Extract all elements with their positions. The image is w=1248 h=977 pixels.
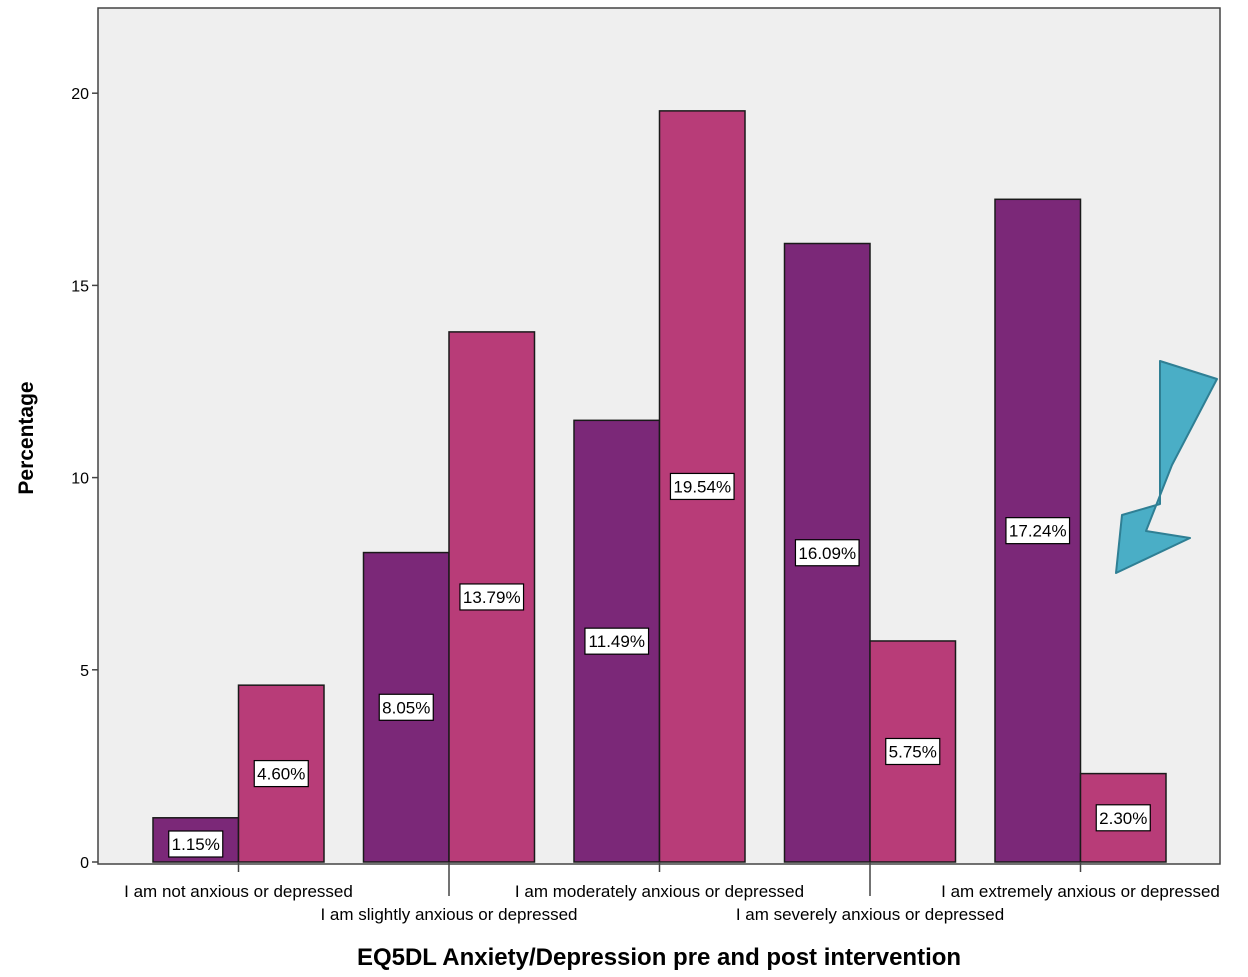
y-tick-label: 20 — [71, 86, 89, 103]
x-category-label: I am severely anxious or depressed — [736, 905, 1004, 924]
x-category-label: I am slightly anxious or depressed — [320, 905, 577, 924]
data-label-box — [1005, 517, 1071, 545]
data-label-text: 1.15% — [172, 835, 220, 854]
data-labels: 1.15% 4.60% 8.05% 13.79% 11.49% 19.54% 16.09% 5… — [168, 472, 1151, 858]
data-label-box — [669, 472, 735, 501]
data-label: 2.30% — [1095, 804, 1151, 832]
data-label: 13.79% — [459, 583, 525, 611]
x-category-label: I am extremely anxious or depressed — [941, 882, 1220, 901]
x-axis: I am not anxious or depressed I am slight… — [124, 862, 1220, 924]
y-tick-label: 5 — [80, 663, 89, 680]
data-label-box — [459, 583, 525, 611]
data-label-text: 19.54% — [673, 477, 731, 496]
y-tick-label: 10 — [71, 471, 89, 488]
y-axis-title: Percentage — [15, 381, 38, 494]
data-label-box — [584, 627, 650, 655]
x-axis-title: EQ5DL Anxiety/Depression pre and post in… — [357, 944, 961, 971]
data-label-text: 8.05% — [382, 698, 430, 717]
data-label-box — [168, 830, 224, 858]
x-category-label: I am not anxious or depressed — [124, 882, 353, 901]
data-label-box — [253, 759, 309, 788]
data-label-text: 11.49% — [589, 632, 645, 651]
data-label: 17.24% — [1005, 517, 1071, 545]
data-label-box — [794, 539, 860, 567]
data-label-text: 13.79% — [463, 588, 521, 607]
data-label: 19.54% — [669, 472, 735, 501]
data-label-box — [378, 693, 434, 721]
data-label: 11.49% — [584, 627, 650, 655]
data-label-text: 17.24% — [1009, 522, 1067, 541]
data-label-text: 5.75% — [889, 742, 937, 761]
data-label-text: 2.30% — [1099, 809, 1147, 828]
y-tick-label: 15 — [71, 278, 89, 295]
data-label: 16.09% — [794, 539, 860, 567]
x-category-label: I am moderately anxious or depressed — [515, 882, 804, 901]
data-label: 8.05% — [378, 693, 434, 721]
data-label: 5.75% — [885, 737, 941, 766]
data-label-text: 4.60% — [257, 765, 305, 784]
y-axis: 0 5 10 15 20 — [71, 86, 98, 872]
data-label-box — [885, 737, 941, 766]
data-label: 4.60% — [253, 759, 309, 788]
arrow-down-left-icon — [1115, 360, 1218, 574]
data-label: 1.15% — [168, 830, 224, 858]
data-label-box — [1095, 804, 1151, 832]
data-label-text: 16.09% — [798, 544, 856, 563]
y-tick-label: 0 — [80, 855, 89, 872]
